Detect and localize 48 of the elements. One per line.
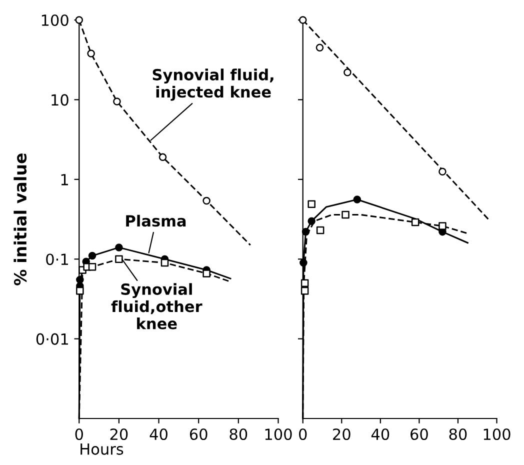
- x-tick-label: 20: [333, 428, 350, 440]
- point: [158, 153, 167, 162]
- point: [300, 258, 308, 267]
- x-tick-label: 20: [110, 428, 128, 440]
- x-tick-label: 0: [299, 428, 307, 440]
- x-tick-label: 80: [230, 428, 248, 440]
- point: [302, 228, 310, 236]
- point: [88, 252, 96, 260]
- point: [438, 168, 446, 176]
- point: [115, 244, 123, 252]
- x-tick-label: 40: [150, 428, 168, 440]
- x-tick-label: 60: [410, 428, 428, 440]
- point: [342, 210, 350, 219]
- x-tick-label: 100: [265, 428, 292, 440]
- y-tick-label: 0·1: [46, 254, 68, 266]
- x-tick-label: 40: [371, 428, 390, 440]
- point: [411, 218, 420, 226]
- x-axis-title: Hours: [80, 443, 124, 455]
- y-tick-label: 100: [42, 14, 68, 26]
- annotation: Synovial fluid,other knee: [111, 283, 202, 330]
- point: [113, 98, 121, 106]
- y-tick-label: 0·01: [36, 333, 68, 345]
- y-tick-label: 1: [61, 174, 68, 186]
- point: [87, 50, 95, 58]
- annotation: Synovial fluid, injected knee: [152, 68, 274, 101]
- y-axis-title: % initial value: [14, 153, 27, 286]
- point: [353, 196, 362, 204]
- point: [308, 200, 316, 208]
- point: [88, 262, 96, 271]
- x-tick-label: 100: [484, 428, 510, 440]
- x-tick-label: 80: [449, 428, 467, 440]
- point: [300, 286, 309, 295]
- x-tick-label: 0: [75, 428, 83, 440]
- point: [300, 279, 309, 287]
- point: [76, 276, 84, 284]
- point: [76, 286, 84, 295]
- point: [316, 226, 324, 234]
- point: [308, 217, 316, 225]
- point: [202, 196, 210, 205]
- point: [160, 258, 169, 267]
- point: [316, 44, 324, 52]
- point: [115, 255, 123, 263]
- point: [438, 222, 446, 230]
- y-tick-label: 10: [52, 94, 68, 106]
- point: [202, 270, 210, 278]
- point: [344, 68, 352, 76]
- annotation: Plasma: [126, 214, 186, 227]
- x-tick-label: 60: [190, 428, 208, 440]
